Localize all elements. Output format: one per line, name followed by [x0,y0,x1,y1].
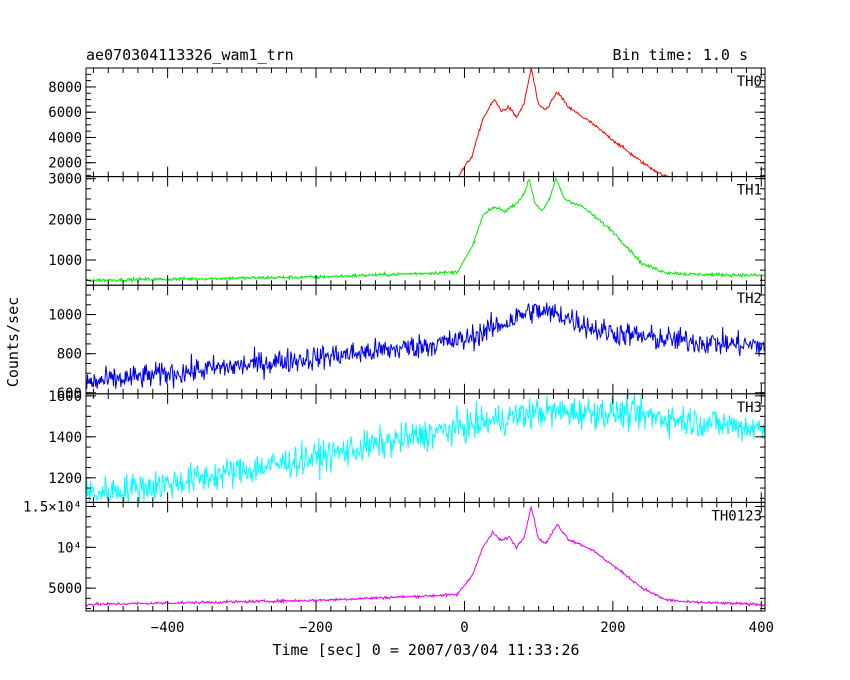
series-line-th2 [86,302,765,389]
x-tick-label: 0 [460,620,468,636]
y-tick-label: 8000 [48,80,82,96]
y-tick-label: 1200 [48,471,82,487]
bin-time-label: Bin time: 1.0 s [613,46,748,64]
x-tick-label: 400 [749,620,774,636]
y-tick-label: 3000 [48,172,82,188]
panel-th1: 1000 2000 3000 TH1 [48,172,766,286]
x-tick-label: 200 [600,620,625,636]
x-axis-label: Time [sec] 0 = 2007/03/04 11:33:26 [272,641,579,659]
y-tick-label: 6000 [48,105,82,121]
series-line-th1 [86,176,765,284]
y-tick-label: 10⁴ [57,540,82,556]
y-tick-label: 2000 [48,156,82,172]
panel-label: TH2 [737,291,762,307]
y-tick-label: 800 [57,347,82,363]
y-tick-label: 2000 [48,212,82,228]
panel-th2: 600 800 1000 TH2 [48,284,766,402]
chart-title: ae070304113326_wam1_trn [86,46,294,64]
y-tick-label: 600 [57,386,82,402]
y-tick-label: 1600 [48,389,82,405]
series-line-th0 [418,68,732,177]
series-line-th3 [86,393,765,503]
y-tick-label: 4000 [48,130,82,146]
panel-frame [85,284,766,395]
panel-label: TH1 [737,183,762,199]
panel-frame [85,176,766,286]
panel-th0123: 5000 10⁴ 1.5×10⁴ TH0123 [23,499,766,612]
y-tick-label: 5000 [48,581,82,597]
panel-th0: 2000 4000 6000 8000 TH0 [48,67,766,178]
y-tick-label: 1400 [48,430,82,446]
panel-label: TH3 [737,400,762,416]
panel-frame [85,393,766,503]
panel-frame [85,67,766,178]
panel-label: TH0 [737,74,762,90]
y-tick-label: 1.5×10⁴ [23,499,82,515]
x-tick-label: −400 [151,620,185,636]
panel-frame [85,501,766,612]
y-tick-label: 1000 [48,308,82,324]
panel-th3: 1200 1400 1600 TH3 [48,389,766,503]
y-tick-label: 1000 [48,253,82,269]
series-line-th0123 [86,505,765,608]
y-axis-label: Counts/sec [4,297,22,387]
panel-label: TH0123 [711,508,762,524]
x-tick-label: −200 [299,620,333,636]
